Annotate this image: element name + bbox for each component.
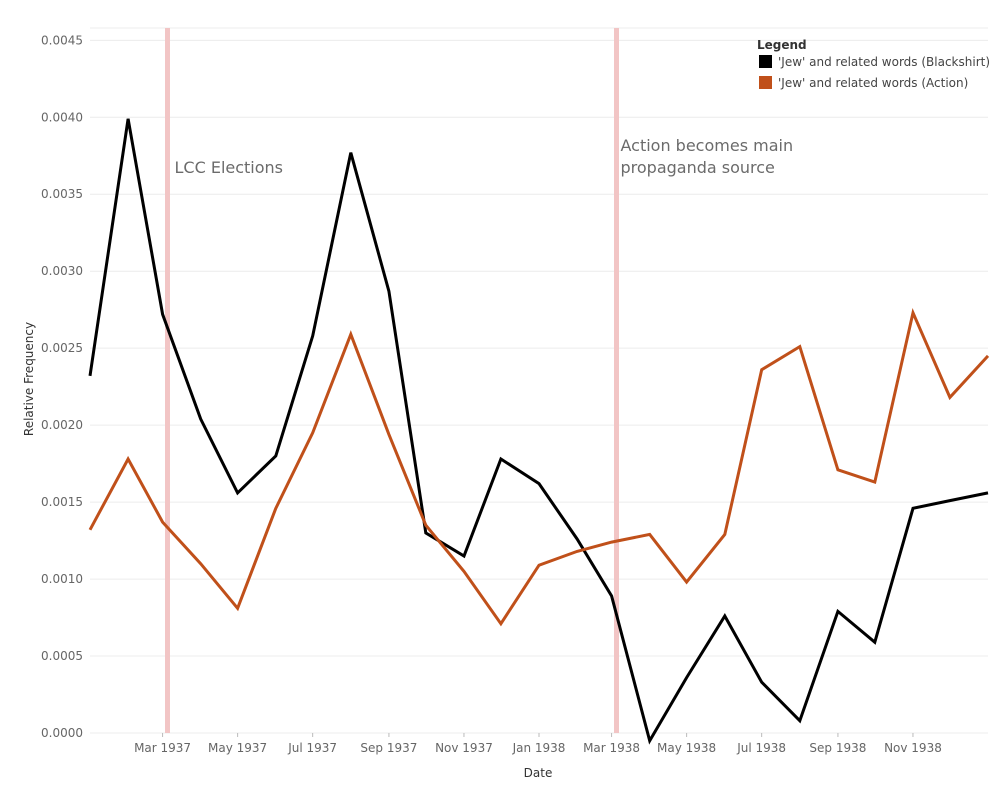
y-tick-label: 0.0025 bbox=[41, 341, 83, 355]
x-tick-label: Nov 1938 bbox=[884, 741, 942, 755]
series-line-action bbox=[88, 308, 990, 627]
reference-lines bbox=[164, 28, 619, 733]
legend: Legend 'Jew' and related words (Blackshi… bbox=[757, 38, 990, 90]
y-tick-label: 0.0020 bbox=[41, 418, 83, 432]
x-tick-label: Nov 1937 bbox=[435, 741, 493, 755]
legend-swatch-action bbox=[759, 76, 772, 89]
y-tick-label: 0.0040 bbox=[41, 110, 83, 124]
x-tick-label: May 1937 bbox=[208, 741, 267, 755]
series-line-blackshirt bbox=[88, 118, 989, 745]
annotations: LCC Elections Action becomes main propagan… bbox=[174, 136, 793, 177]
legend-label-blackshirt: 'Jew' and related words (Blackshirt) bbox=[778, 55, 990, 69]
x-tick-label: May 1938 bbox=[657, 741, 716, 755]
x-tick-label: Jul 1937 bbox=[287, 741, 337, 755]
annotation-action-main-source: Action becomes main propaganda source bbox=[620, 136, 793, 177]
x-axis-title: Date bbox=[524, 766, 553, 780]
x-tick-label: Jan 1938 bbox=[512, 741, 566, 755]
y-axis-ticks: 0.0000 0.0005 0.0010 0.0015 0.0020 0.0025 0.00… bbox=[41, 33, 83, 740]
x-tick-label: Sep 1938 bbox=[809, 741, 866, 755]
y-tick-label: 0.0035 bbox=[41, 187, 83, 201]
x-axis-ticks: Mar 1937 May 1937 Jul 1937 Sep 1937 Nov 1937… bbox=[134, 733, 942, 755]
x-tick-label: Jul 1938 bbox=[736, 741, 786, 755]
y-tick-label: 0.0010 bbox=[41, 572, 83, 586]
gridlines bbox=[90, 27, 988, 734]
legend-label-action: 'Jew' and related words (Action) bbox=[778, 76, 968, 90]
legend-swatch-blackshirt bbox=[759, 55, 772, 68]
x-tick-label: Sep 1937 bbox=[360, 741, 417, 755]
y-tick-label: 0.0015 bbox=[41, 495, 83, 509]
legend-title: Legend bbox=[757, 38, 807, 52]
x-tick-label: Mar 1937 bbox=[134, 741, 191, 755]
annotation-lcc-elections: LCC Elections bbox=[174, 158, 283, 177]
x-tick-label: Mar 1938 bbox=[583, 741, 640, 755]
y-tick-label: 0.0030 bbox=[41, 264, 83, 278]
y-axis-title: Relative Frequency bbox=[22, 322, 36, 436]
y-tick-label: 0.0000 bbox=[41, 726, 83, 740]
y-tick-label: 0.0045 bbox=[41, 33, 83, 47]
series-lines bbox=[88, 118, 990, 745]
y-tick-label: 0.0005 bbox=[41, 649, 83, 663]
